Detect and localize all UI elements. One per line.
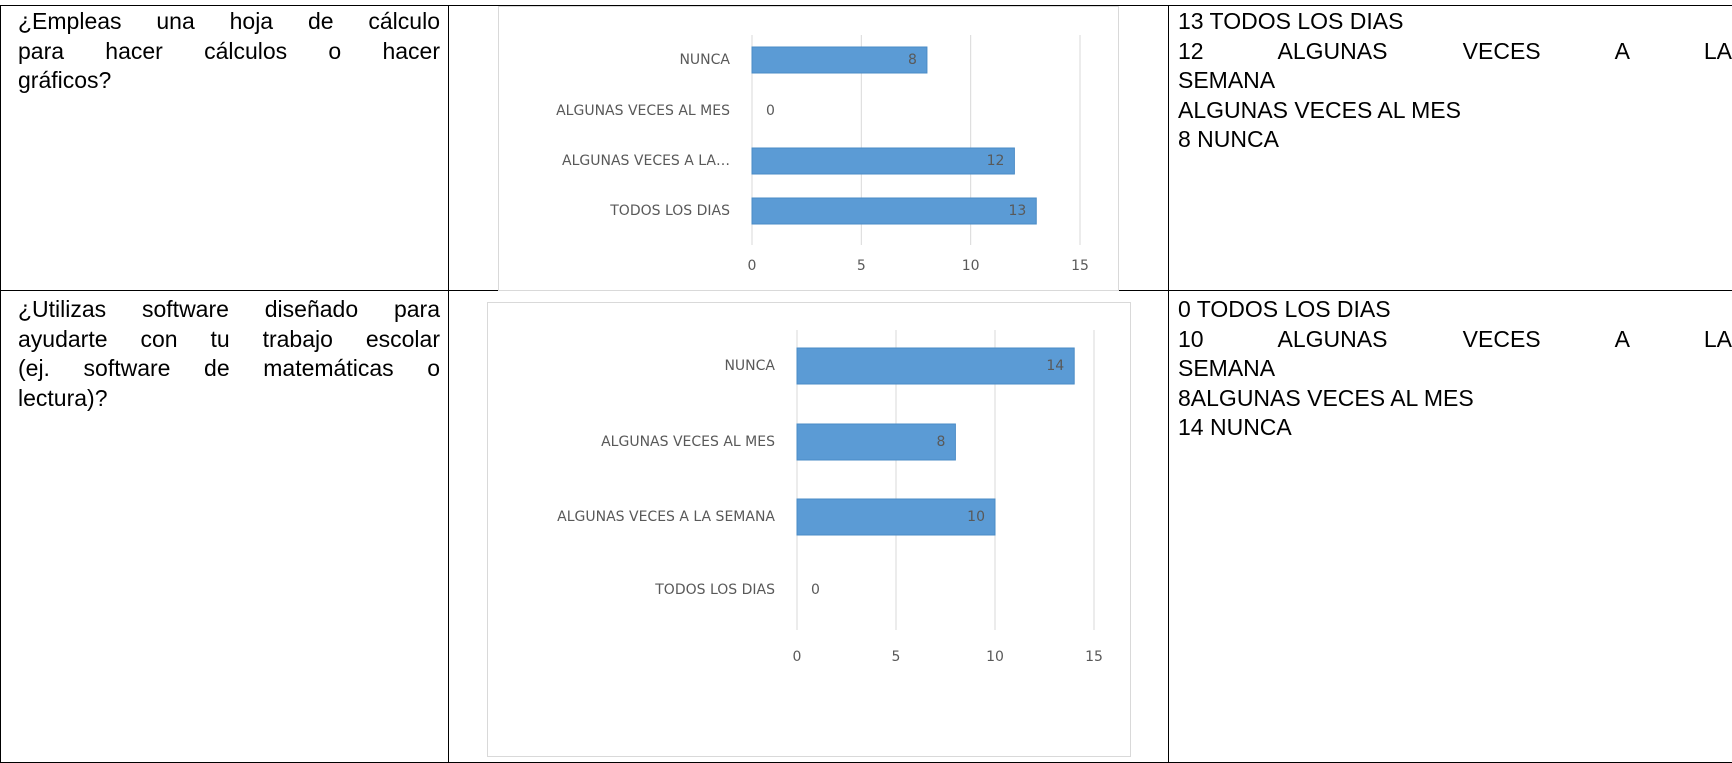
value-label: 8 [936, 434, 945, 450]
notes-line: ALGUNAS VECES AL MES [1178, 96, 1461, 123]
notes-line: 14 NUNCA [1178, 414, 1292, 440]
notes-line: SEMANA [1178, 67, 1276, 93]
y-tick-label: ALGUNAS VECES A LA… [562, 153, 730, 169]
value-label: 0 [766, 103, 775, 119]
table-border [448, 5, 449, 763]
question-line: ¿Utilizas software diseñado para [18, 296, 440, 322]
question-line: lectura)? [18, 384, 108, 411]
y-tick-label: ALGUNAS VECES A LA SEMANA [557, 509, 775, 525]
value-label: 14 [1046, 358, 1064, 374]
bar [751, 46, 928, 74]
question-line: gráficos? [18, 67, 112, 93]
value-label: 12 [987, 153, 1005, 169]
notes-line: 8ALGUNAS VECES AL MES [1178, 384, 1474, 411]
value-label: 13 [1008, 203, 1026, 219]
table-border [0, 5, 1, 763]
notes-line: 10 ALGUNAS VECES A LA [1178, 325, 1732, 352]
question-cell: ¿Utilizas software diseñado para ayudart… [18, 295, 440, 413]
notes-line: SEMANA [1178, 355, 1276, 381]
question-line: ayudarte con tu trabajo escolar [18, 325, 440, 352]
y-tick-label: ALGUNAS VECES AL MES [556, 103, 730, 119]
table-border [0, 5, 1732, 6]
x-tick-label: 15 [1085, 649, 1103, 665]
notes-cell: 0 TODOS LOS DIAS 10 ALGUNAS VECES A LA S… [1178, 295, 1732, 443]
x-tick-label: 10 [986, 649, 1004, 665]
notes-cell: 13 TODOS LOS DIAS 12 ALGUNAS VECES A LA … [1178, 7, 1732, 155]
bar [796, 498, 996, 536]
question-line: para hacer cálculos o hacer [18, 37, 440, 64]
value-label: 0 [811, 582, 820, 598]
table-border [1168, 5, 1169, 763]
y-tick-label: TODOS LOS DIAS [654, 582, 775, 598]
x-tick-label: 5 [892, 649, 901, 665]
x-tick-label: 5 [857, 258, 866, 274]
notes-line: 12 ALGUNAS VECES A LA [1178, 37, 1732, 64]
question-line: ¿Empleas una hoja de cálculo [18, 8, 440, 34]
notes-line: 0 TODOS LOS DIAS [1178, 296, 1391, 322]
y-tick-label: NUNCA [679, 52, 730, 68]
question-line: (ej. software de matemáticas o [18, 355, 440, 381]
bar [751, 147, 1015, 175]
x-tick-label: 0 [793, 649, 802, 665]
bar [796, 423, 956, 461]
bar [751, 197, 1037, 225]
value-label: 10 [967, 509, 985, 525]
bar [796, 347, 1075, 385]
value-label: 8 [908, 52, 917, 68]
question-cell: ¿Empleas una hoja de cálculo para hacer … [18, 7, 440, 96]
x-tick-label: 10 [962, 258, 980, 274]
x-tick-label: 0 [748, 258, 757, 274]
y-tick-label: TODOS LOS DIAS [609, 203, 730, 219]
y-tick-label: ALGUNAS VECES AL MES [601, 434, 775, 450]
x-tick-label: 15 [1071, 258, 1089, 274]
notes-line: 13 TODOS LOS DIAS [1178, 8, 1404, 34]
notes-line: 8 NUNCA [1178, 126, 1279, 152]
y-tick-label: NUNCA [724, 358, 775, 374]
